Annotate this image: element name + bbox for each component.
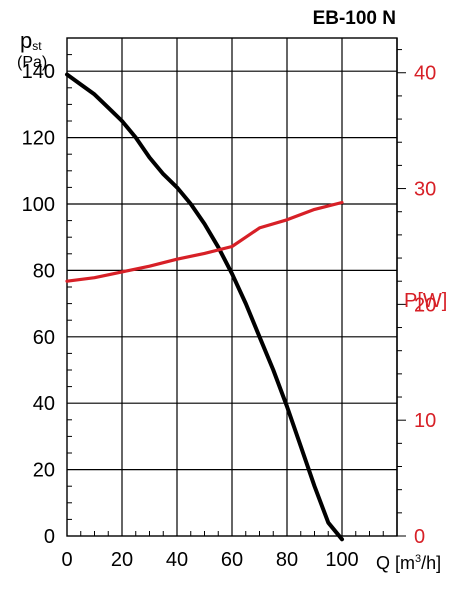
pressure-axis-label: pst xyxy=(20,28,42,54)
curves xyxy=(65,72,344,542)
power-symbol: P xyxy=(404,290,418,312)
flow-symbol: Q xyxy=(376,553,391,573)
x-tick-label: 20 xyxy=(111,549,133,571)
power-tick-label: 40 xyxy=(414,63,436,85)
power-curve xyxy=(65,200,344,283)
y-tick-label: 40 xyxy=(33,393,55,415)
y-tick-label: 140 xyxy=(22,61,55,83)
y-tick-label: 120 xyxy=(22,128,55,150)
power-tick-label: 20 xyxy=(414,294,436,316)
power-unit: [W] xyxy=(417,290,448,312)
chart-grid xyxy=(66,37,398,537)
x-tick-label: 80 xyxy=(276,549,298,571)
pressure-symbol: p xyxy=(20,28,33,53)
flow-axis-label: Q [m3/h] xyxy=(376,553,441,574)
minor-ticks xyxy=(67,54,384,536)
x-tick-label: 100 xyxy=(325,549,358,571)
y-tick-label: 60 xyxy=(33,327,55,349)
flow-unit-end: /h] xyxy=(421,553,442,573)
chart-title: EB-100 N xyxy=(312,8,396,29)
y-tick-label: 20 xyxy=(33,460,55,482)
y-tick-label: 80 xyxy=(33,260,55,282)
power-tick-label: 10 xyxy=(414,410,436,432)
pressure-subscript: st xyxy=(32,39,42,53)
y-tick-label: 100 xyxy=(22,194,55,216)
power-axis-label: P[W] xyxy=(404,290,447,313)
tick-labels: 0 20 40 60 80 100 0 20 40 60 80 100 120 140 0 10 20 30 40 xyxy=(22,61,437,571)
power-tick-label: 0 xyxy=(414,526,425,548)
flow-unit-start: [m xyxy=(395,553,416,573)
pressure-unit-label: (Pa) xyxy=(17,54,48,71)
x-tick-label: 60 xyxy=(221,549,243,571)
x-tick-label: 0 xyxy=(61,549,72,571)
x-tick-label: 40 xyxy=(166,549,188,571)
y-tick-label: 0 xyxy=(44,526,55,548)
pressure-curve xyxy=(65,72,344,542)
power-tick-label: 30 xyxy=(414,179,436,201)
power-axis xyxy=(396,38,406,537)
flow-unit-exponent: 3 xyxy=(415,553,422,565)
